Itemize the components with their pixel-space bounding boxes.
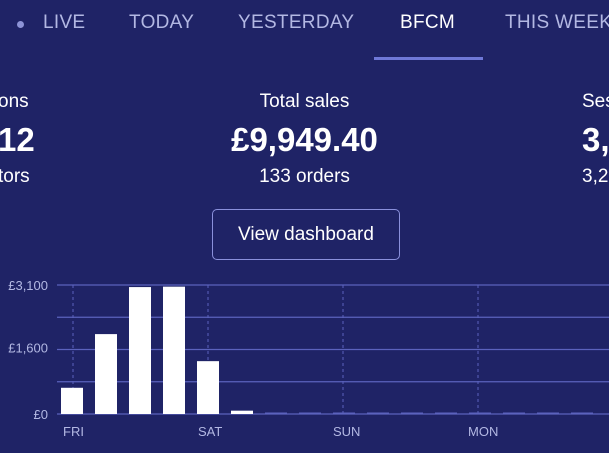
chart-bar (367, 412, 389, 414)
live-dot-icon (17, 21, 24, 28)
chart-x-tick-label: SUN (333, 424, 360, 439)
tab-yesterday[interactable]: YESTERDAY (238, 12, 355, 33)
chart-y-tick-label: £1,600 (8, 340, 48, 355)
chart-bar (95, 334, 117, 414)
metric-right-label: Ses (582, 91, 609, 112)
tab-today[interactable]: TODAY (129, 12, 195, 33)
total-sales-value: £9,949.40 (231, 121, 378, 158)
chart-x-tick-label: FRI (63, 424, 84, 439)
tab-live[interactable]: LIVE (43, 12, 86, 33)
chart-bar (435, 412, 457, 414)
chart-bar (333, 412, 355, 414)
metric-left-label: ons (0, 91, 29, 112)
chart-x-tick-label: MON (468, 424, 498, 439)
chart-bar (129, 287, 151, 414)
chart-bar (163, 286, 185, 414)
chart-bar (265, 412, 287, 414)
chart-bar (401, 412, 423, 414)
chart-y-tick-label: £3,100 (8, 278, 48, 293)
chart-bar (231, 410, 253, 414)
chart-bar (61, 387, 83, 414)
period-tabs: LIVE TODAY YESTERDAY BFCM THIS WEEK (0, 0, 609, 60)
total-orders: 133 orders (259, 166, 350, 187)
total-sales-label: Total sales (259, 91, 350, 112)
sales-bar-chart: £3,100 £1,600 £0 FRI SAT SUN MON (8, 278, 609, 439)
chart-bar (571, 412, 593, 414)
chart-bar (503, 412, 525, 414)
chart-bar (537, 412, 559, 414)
chart-x-tick-label: SAT (198, 424, 222, 439)
metric-right-value: 3, (582, 121, 609, 158)
chart-y-tick-label: £0 (34, 407, 48, 422)
view-dashboard-button[interactable]: View dashboard (212, 209, 400, 260)
chart-bar (299, 412, 321, 414)
metric-right-sub: 3,2 (582, 166, 609, 187)
tab-this-week[interactable]: THIS WEEK (505, 12, 609, 33)
chart-bar (469, 412, 491, 414)
chart-bar (197, 361, 219, 414)
metric-left-sub: tors (0, 166, 30, 187)
tab-bfcm[interactable]: BFCM (400, 12, 456, 33)
metric-left-value: 12 (0, 121, 35, 158)
active-tab-indicator (374, 57, 483, 60)
